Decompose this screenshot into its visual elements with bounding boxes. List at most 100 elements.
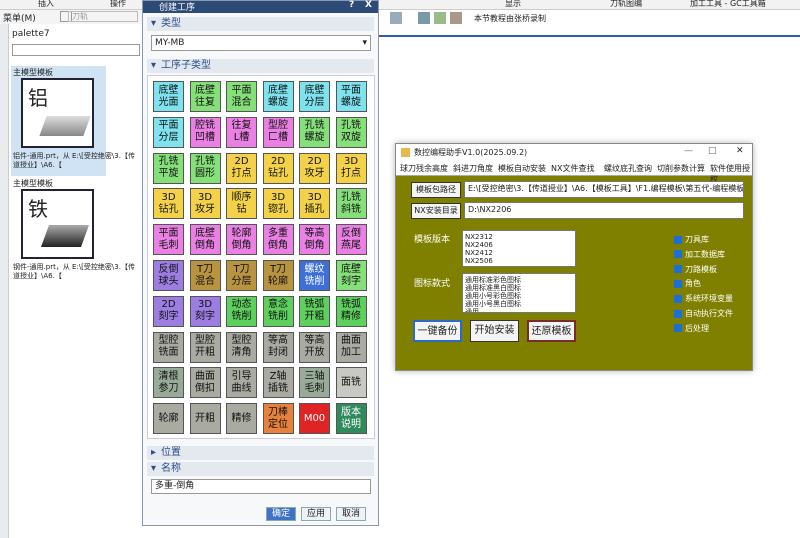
operation-button[interactable]: 3D 打点 <box>335 152 367 184</box>
operation-button[interactable]: 底壁 倒角 <box>189 224 221 256</box>
list-item[interactable]: 通用小号黑白图标 <box>465 300 521 308</box>
list-item[interactable]: NX2412 <box>465 249 493 257</box>
operation-button[interactable]: 等高 倒角 <box>299 224 330 256</box>
operation-button[interactable]: 铣弧 开粗 <box>299 295 330 327</box>
palette-item[interactable]: 主模型模板 铝 铝件-通用.prt，从 E:\[受控绝密\3.【传道授业】\A6… <box>11 66 135 176</box>
operation-button[interactable]: 意念 铣削 <box>262 295 294 327</box>
checkbox[interactable] <box>674 235 682 244</box>
operation-button[interactable]: 开粗 <box>189 403 221 435</box>
help-button[interactable]: ? <box>349 0 355 10</box>
operation-button[interactable]: 等高 封闭 <box>262 331 294 363</box>
operation-button[interactable]: 平面 分层 <box>153 116 184 148</box>
operation-button[interactable]: 多重 倒角 <box>262 224 294 256</box>
operation-button[interactable]: 轮廓 倒角 <box>226 224 257 256</box>
operation-button[interactable]: 底壁 往复 <box>189 81 221 112</box>
operation-button[interactable]: 动态 铣削 <box>226 295 257 327</box>
nx-dir-button[interactable]: NX安装目录 <box>411 203 461 219</box>
palette-item[interactable]: 主模型模板 铁 钢件-通用.prt，从 E:\[受控绝密\3.【传道授业】\A6… <box>11 177 135 287</box>
checkbox[interactable] <box>674 265 682 274</box>
icon[interactable] <box>60 11 72 22</box>
template-path-button[interactable]: 模板包路径 <box>411 182 461 198</box>
operation-button[interactable]: 轮廓 <box>153 403 184 435</box>
tab[interactable]: 切削参数计算 <box>657 164 705 173</box>
operation-button[interactable]: T刀 轮廓 <box>262 260 294 291</box>
operation-button[interactable]: 螺纹 铣削 <box>299 260 330 291</box>
operation-button[interactable]: 2D 钻孔 <box>262 152 294 184</box>
tab[interactable]: 螺纹底孔查询 <box>604 164 652 173</box>
checkbox-option[interactable]: 角色 <box>674 278 701 289</box>
checkbox[interactable] <box>674 309 682 318</box>
operation-button[interactable]: 底壁 光面 <box>153 81 184 112</box>
operation-button[interactable]: M00 <box>299 403 330 435</box>
operation-button[interactable]: 孔铣 圆形 <box>189 152 221 184</box>
operation-button[interactable]: 平面 螺旋 <box>335 81 367 112</box>
operation-button[interactable]: 引导 曲线 <box>226 367 257 399</box>
operation-button[interactable]: 型腔 开粗 <box>189 331 221 363</box>
section-header[interactable]: 位置 <box>147 446 374 460</box>
operation-button[interactable]: 型腔 清角 <box>226 331 257 363</box>
maximize[interactable]: □ <box>708 146 717 156</box>
version-list[interactable]: NX2312 NX2406 NX2412 NX2506 <box>462 230 576 267</box>
operation-button[interactable]: T刀 分层 <box>226 260 257 291</box>
checkbox[interactable] <box>674 294 682 303</box>
operation-button[interactable]: 曲面 加工 <box>335 331 367 363</box>
tab[interactable]: NX文件查找 <box>551 164 595 173</box>
operation-button[interactable]: 平面 混合 <box>226 81 257 112</box>
operation-button[interactable]: Z轴 插铣 <box>262 367 294 399</box>
operation-button[interactable]: 孔铣 螺旋 <box>299 116 330 148</box>
section-header[interactable]: 类型 <box>147 17 374 31</box>
tab[interactable]: 软件使用授权 <box>710 164 750 184</box>
checkbox[interactable] <box>674 250 682 259</box>
operation-button[interactable]: 3D 刻字 <box>189 295 221 327</box>
list-item[interactable]: 通用标准彩色图标 <box>465 276 521 284</box>
palette-search[interactable] <box>12 44 140 56</box>
operation-button[interactable]: 2D 打点 <box>226 152 257 184</box>
operation-button[interactable]: 等高 开放 <box>299 331 330 363</box>
checkbox-option[interactable]: 自动执行文件 <box>674 308 733 319</box>
tab[interactable]: 斜进刀角度 <box>453 164 493 173</box>
checkbox[interactable] <box>674 324 682 333</box>
close[interactable]: ✕ <box>736 146 744 156</box>
list-item[interactable]: NX2312 <box>465 233 493 241</box>
section-header[interactable]: 工序子类型 <box>147 59 374 73</box>
tab[interactable]: 模板自动安装 <box>498 164 546 173</box>
operation-button[interactable]: 面铣 <box>335 367 367 399</box>
list-item[interactable]: 通用标准黑白图标 <box>465 284 521 292</box>
section-header[interactable]: 名称 <box>147 462 374 476</box>
checkbox-option[interactable]: 系统环境变量 <box>674 293 733 304</box>
operation-button[interactable]: 型腔 匚槽 <box>262 116 294 148</box>
close-button[interactable]: X <box>365 0 372 10</box>
ok-button[interactable]: 确定 <box>266 507 296 521</box>
operation-button[interactable]: 型腔 铣面 <box>153 331 184 363</box>
operation-button[interactable]: 清根 参刀 <box>153 367 184 399</box>
operation-button[interactable]: 3D 攻牙 <box>189 188 221 220</box>
operation-button[interactable]: 平面 毛刺 <box>153 224 184 256</box>
operation-button[interactable]: 反倒 球头 <box>153 260 184 291</box>
template-path-field[interactable]: E:\[受控绝密\3.【传道授业】\A6.【模板工具】\F1.编程模板\第五代-… <box>464 181 744 198</box>
menu[interactable]: 菜单(M) <box>3 14 36 24</box>
tab[interactable]: 刀轨图编 <box>610 0 642 8</box>
checkbox[interactable] <box>674 279 682 288</box>
icon[interactable] <box>434 12 446 24</box>
tab[interactable]: 插入 <box>38 0 54 8</box>
checkbox-option[interactable]: 加工数据库 <box>674 249 725 260</box>
checkbox-option[interactable]: 刀路模板 <box>674 264 717 275</box>
operation-button[interactable]: 2D 刻字 <box>153 295 184 327</box>
name-input[interactable]: 多重-倒角 <box>151 479 371 494</box>
operation-button[interactable]: 3D 钻孔 <box>153 188 184 220</box>
operation-button[interactable]: 刀棒 定位 <box>262 403 294 435</box>
tab[interactable]: 加工工具 - GC工具箱 <box>690 0 766 8</box>
operation-button[interactable]: 反倒 燕尾 <box>335 224 367 256</box>
minimize[interactable]: — <box>684 146 693 156</box>
cancel-button[interactable]: 取消 <box>336 507 366 521</box>
icon[interactable] <box>450 12 462 24</box>
operation-button[interactable]: 底壁 刻字 <box>335 260 367 291</box>
operation-button[interactable]: 版本 说明 <box>335 403 367 435</box>
icon[interactable] <box>390 12 402 24</box>
operation-button[interactable]: 孔铣 双旋 <box>335 116 367 148</box>
operation-button[interactable]: 往复 L槽 <box>226 116 257 148</box>
operation-button[interactable]: 3D 锪孔 <box>262 188 294 220</box>
search-box[interactable]: 刀轨 <box>68 11 138 22</box>
operation-button[interactable]: 顺序 钻 <box>226 188 257 220</box>
checkbox-option[interactable]: 刀具库 <box>674 234 709 245</box>
